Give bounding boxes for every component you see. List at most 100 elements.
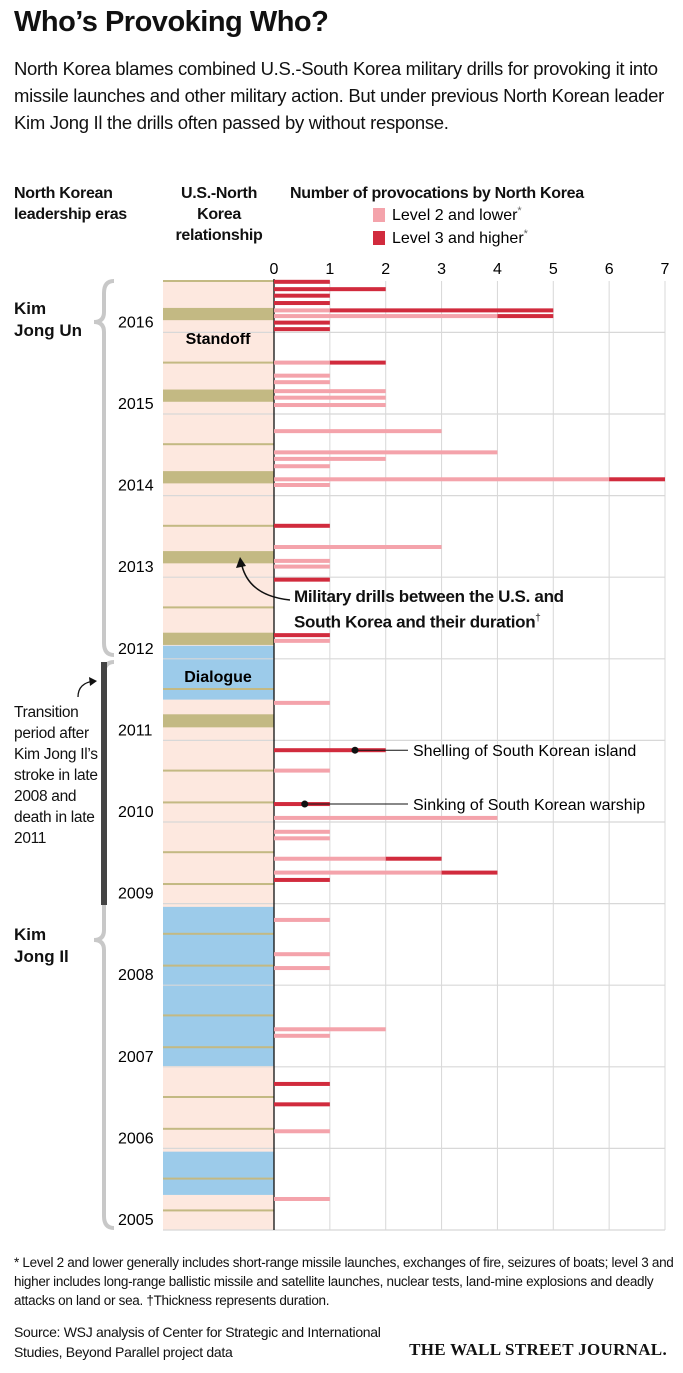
bar-segment — [274, 450, 498, 455]
bar-segment — [274, 403, 386, 408]
bar-segment — [274, 308, 330, 313]
bar-segment — [274, 389, 386, 394]
x-tick-label: 0 — [270, 261, 279, 278]
bar-segment — [274, 870, 442, 875]
dialogue-period — [163, 1151, 274, 1195]
bar-segment — [274, 1027, 386, 1032]
legend-marker: * — [524, 228, 529, 240]
bar-segment — [274, 1129, 330, 1134]
relationship-header: U.S.-North Korea relationship — [175, 185, 263, 244]
x-tick-label: 1 — [325, 261, 334, 278]
era-brace — [93, 279, 115, 657]
drill — [163, 389, 274, 402]
bar-segment — [274, 558, 330, 563]
era-label: Kim Jong Il — [14, 925, 69, 966]
legend-swatch — [373, 208, 385, 222]
drill — [163, 883, 274, 886]
x-tick-label: 4 — [493, 261, 502, 278]
bar-segment — [274, 429, 442, 434]
drill — [163, 687, 274, 690]
bar-segment — [274, 1196, 330, 1201]
legend-text: Level 3 and higher — [392, 230, 524, 247]
annotation-label: Shelling of South Korean island — [413, 743, 636, 760]
drill — [163, 964, 274, 967]
bar-segment — [609, 477, 665, 482]
drill — [163, 443, 274, 446]
drill-note-marker: † — [535, 613, 541, 624]
bar-segment — [274, 380, 330, 385]
bar-segment — [274, 577, 330, 582]
x-tick-label: 5 — [549, 261, 558, 278]
bar-segment — [274, 836, 330, 841]
annotation-dot — [301, 800, 309, 808]
y-tick-label: 2009 — [118, 886, 154, 903]
bar-segment — [274, 1033, 330, 1038]
drill — [163, 769, 274, 772]
arrowhead — [236, 557, 246, 568]
bar-segment — [274, 279, 330, 284]
x-tick-label: 3 — [437, 261, 446, 278]
x-tick-label: 2 — [381, 261, 390, 278]
bar-segment — [274, 877, 330, 882]
bar-segment — [274, 917, 330, 922]
dialogue-period — [163, 906, 274, 1066]
y-tick-label: 2016 — [118, 314, 154, 331]
drill — [163, 801, 274, 804]
bar-segment — [274, 545, 442, 550]
y-tick-label: 2010 — [118, 804, 154, 821]
annotation-dot — [351, 746, 359, 754]
bar-segment — [274, 287, 386, 292]
bar-segment — [274, 360, 330, 365]
bar-segment — [274, 1102, 330, 1107]
bar-segment — [274, 700, 330, 705]
drill — [163, 606, 274, 609]
y-tick-label: 2006 — [118, 1130, 154, 1147]
y-tick-label: 2014 — [118, 478, 154, 495]
bar-segment — [274, 464, 330, 469]
standoff-label: Standoff — [186, 331, 252, 348]
drill — [163, 1127, 274, 1130]
bar-segment — [274, 456, 386, 461]
eras-header: North Korean leadership eras — [14, 185, 127, 223]
drill-note-box: Military drills between the U.S. and Sou… — [294, 586, 614, 634]
bar-segment — [274, 856, 386, 861]
drill — [163, 551, 274, 564]
y-tick-label: 2013 — [118, 559, 154, 576]
drill — [163, 524, 274, 527]
y-tick-label: 2005 — [118, 1212, 154, 1229]
x-tick-label: 7 — [661, 261, 670, 278]
bar-segment — [274, 373, 330, 378]
bar-segment — [274, 327, 330, 332]
bar-segment — [274, 638, 330, 643]
bar-segment — [329, 360, 386, 365]
bar-segment — [274, 1081, 330, 1086]
arrowhead — [89, 677, 97, 686]
era-label: Kim Jong Un — [14, 299, 82, 340]
bar-segment — [274, 314, 498, 319]
legend-text: Level 2 and lower — [392, 207, 518, 224]
drill-note: Military drills between the U.S. and Sou… — [294, 586, 614, 634]
y-tick-label: 2012 — [118, 641, 154, 658]
bar-segment — [274, 952, 330, 957]
drill — [163, 307, 274, 321]
drill — [163, 1177, 274, 1180]
transition-bar — [101, 662, 107, 905]
transition-label: Transition period after Kim Jong Il’s st… — [14, 704, 98, 847]
legend-label: Level 3 and higher* — [392, 228, 529, 247]
legend-swatch — [373, 231, 385, 245]
drill — [163, 1046, 274, 1049]
footnote: * Level 2 and lower generally includes s… — [14, 1255, 674, 1308]
legend-marker: * — [517, 205, 522, 217]
bar-segment — [274, 768, 330, 773]
drill — [163, 851, 274, 854]
drill — [163, 361, 274, 364]
drill — [163, 714, 274, 728]
drill — [163, 1095, 274, 1098]
provocations-header: Number of provocations by North Korea — [290, 185, 584, 202]
bar-segment — [274, 748, 386, 753]
bar-segment — [274, 633, 330, 638]
drill — [163, 932, 274, 935]
bar-segment — [274, 482, 330, 487]
y-tick-label: 2007 — [118, 1049, 154, 1066]
